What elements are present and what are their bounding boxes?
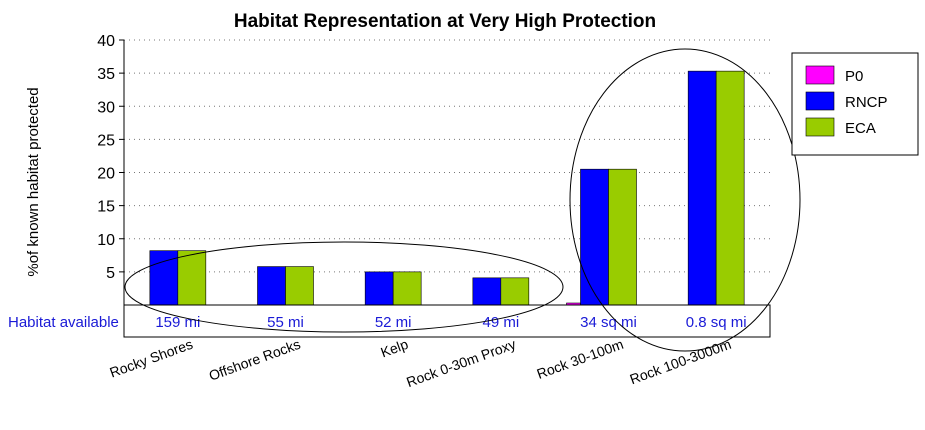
x-category-label: Rock 100-3000m: [628, 336, 734, 388]
y-tick-label: 25: [97, 132, 115, 149]
legend-swatch-rncp: [805, 91, 835, 111]
legend-label-p0: P0: [845, 68, 863, 85]
bar-eca-3: [500, 277, 530, 306]
habitat-available-values: 159 mi 55 mi 52 mi 49 mi 34 sq mi 0.8 sq mi: [155, 314, 746, 331]
x-category-label: Rocky Shores: [107, 336, 194, 381]
bar-rncp-3: [472, 277, 502, 306]
bar-rncp-1: [257, 266, 286, 306]
x-category-label: Kelp: [378, 336, 410, 361]
y-tick-label: 35: [97, 66, 115, 83]
bar-eca-1: [285, 266, 314, 306]
bar-eca-0: [177, 250, 207, 306]
y-tick-label: 30: [97, 99, 115, 116]
habitat-available-value: 52 mi: [375, 314, 412, 331]
y-tick-label: 20: [97, 166, 115, 183]
annotation-ellipse-low: [124, 241, 564, 333]
gridlines: [124, 39, 770, 273]
y-axis-label: %of known habitat protected: [25, 87, 42, 276]
y-tick-label: 15: [97, 199, 115, 216]
bars: [149, 70, 745, 306]
habitat-available-value: 55 mi: [267, 314, 304, 331]
legend-label-rncp: RNCP: [845, 94, 888, 111]
habitat-available-row: [123, 304, 771, 338]
chart-title: Habitat Representation at Very High Prot…: [234, 11, 656, 32]
x-category-label: Offshore Rocks: [207, 336, 303, 384]
x-category-label: Rock 30-100m: [534, 336, 625, 382]
legend-label-eca: ECA: [845, 120, 876, 137]
habitat-available-label: Habitat available: [8, 314, 119, 331]
bar-rncp-5: [687, 70, 717, 306]
annotation-ellipse-high: [569, 48, 801, 352]
habitat-available-value: 0.8 sq mi: [686, 314, 747, 331]
x-category-label: Rock 0-30m Proxy: [404, 336, 518, 390]
habitat-available-value: 34 sq mi: [580, 314, 637, 331]
bar-eca-4: [608, 168, 637, 306]
bar-eca-5: [715, 70, 745, 306]
y-tick-label: 10: [97, 232, 115, 249]
y-tick-label: 40: [97, 33, 115, 50]
y-axis-ticks: 5 10 15 20 25 30 35 40: [97, 33, 124, 282]
bar-eca-2: [392, 271, 422, 306]
bar-rncp-4: [580, 168, 609, 306]
habitat-available-value: 49 mi: [482, 314, 519, 331]
bar-rncp-2: [364, 271, 394, 306]
habitat-available-value: 159 mi: [155, 314, 200, 331]
y-tick-label: 5: [106, 265, 115, 282]
legend-swatch-eca: [805, 117, 835, 137]
legend-swatch-p0: [805, 65, 835, 85]
